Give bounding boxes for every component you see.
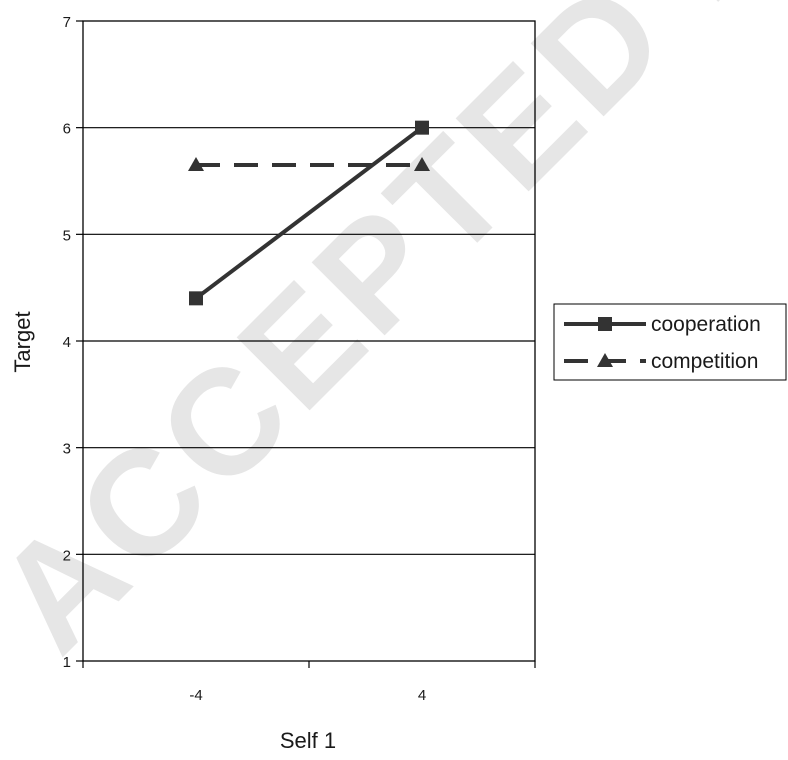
y-tick-label-2: 2 [63, 547, 71, 564]
y-tick-label-7: 7 [63, 14, 71, 31]
legend-label-competition: competition [651, 350, 758, 373]
legend-label-cooperation: cooperation [651, 313, 761, 336]
grid-layer [83, 127, 535, 555]
legend-box [553, 303, 787, 381]
series-layer [188, 120, 430, 306]
x-tick-label-1: 4 [418, 687, 426, 704]
legend: cooperation competition [553, 303, 787, 381]
y-tick-label-5: 5 [63, 227, 71, 244]
y-tick-label-6: 6 [63, 121, 71, 138]
axes-layer: 1 2 3 4 5 6 7 -4 4 [63, 14, 536, 704]
y-tick-label-4: 4 [63, 334, 71, 351]
y-axis-title: Target [10, 311, 35, 372]
y-tick-label-3: 3 [63, 441, 71, 458]
legend-marker-competition [597, 353, 613, 367]
legend-marker-cooperation [598, 317, 612, 331]
series-line-cooperation [194, 126, 424, 300]
data-point-competition-0 [188, 157, 204, 171]
data-point-competition-1 [414, 157, 430, 171]
data-point-cooperation-1 [415, 120, 429, 135]
x-tick-label-0: -4 [189, 687, 202, 704]
labels-layer: Self 1 Target [10, 311, 336, 753]
data-point-cooperation-0 [189, 291, 203, 306]
x-axis-title: Self 1 [280, 728, 336, 753]
y-tick-label-1: 1 [63, 654, 71, 671]
